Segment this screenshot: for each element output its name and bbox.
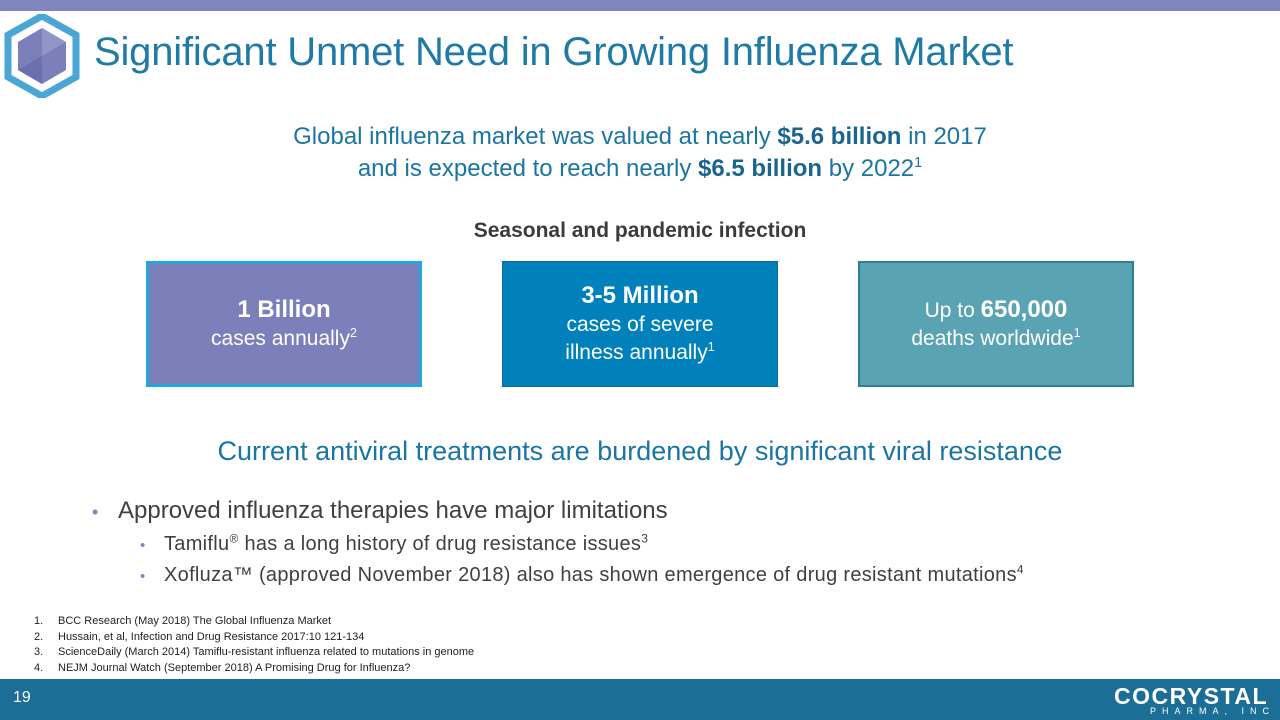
company-logo-subtitle: PHARMA, INC (1150, 706, 1276, 716)
footnote-marker: 3 (641, 531, 649, 546)
bullet-dot-icon: • (140, 537, 146, 554)
market-line-2-text: and is expected to reach nearly (357, 155, 699, 182)
footnote-marker: 1 (914, 155, 923, 171)
resistance-heading: Current antiviral treatments are burdene… (217, 436, 1063, 466)
market-2022-value: $6.5 billion (698, 155, 823, 182)
market-2017-value: $5.6 billion (777, 123, 902, 150)
company-logo: COCRYSTAL (1114, 683, 1269, 709)
sub-bullet-item: • Tamiflu® has a long history of drug re… (140, 531, 1024, 556)
bullet-dot-icon: • (92, 502, 99, 522)
references-list: 1. BCC Research (May 2018) The Global Inf… (34, 614, 474, 676)
stat-prefix: Up to (924, 299, 981, 322)
stat-label-line-2: illness annually1 (565, 339, 714, 367)
reference-text: ScienceDaily (March 2014) Tamiflu-resist… (58, 646, 475, 658)
market-line-2: and is expected to reach nearly $6.5 bil… (0, 153, 1280, 185)
stat-box-cases: 1 Billion cases annually2 (146, 261, 422, 387)
market-summary: Global influenza market was valued at ne… (0, 121, 1280, 185)
footnote-marker: 1 (1073, 326, 1081, 340)
stat-label: deaths worldwide1 (911, 325, 1080, 353)
stat-label: cases annually2 (211, 325, 357, 353)
stat-label-line-1: cases of severe (566, 313, 714, 336)
footnote-marker: 4 (1016, 562, 1024, 577)
reference-item: 1. BCC Research (May 2018) The Global Inf… (34, 614, 474, 630)
stat-box-deaths: Up to 650,000 deaths worldwide1 (858, 261, 1134, 387)
market-line-1-suffix: in 2017 (901, 123, 987, 150)
stat-label-text: cases annually (211, 327, 350, 350)
reference-item: 3. ScienceDaily (March 2014) Tamiflu-resi… (34, 645, 474, 661)
footnote-marker: 2 (349, 326, 357, 340)
reference-text: Hussain, et al, Infection and Drug Resis… (58, 630, 365, 643)
market-line-1: Global influenza market was valued at ne… (0, 121, 1280, 153)
hexagon-logo-icon (4, 14, 80, 98)
sub-bullet-body: Xofluza™ (approved November 2018) also h… (164, 564, 1017, 586)
reference-item: 4. NEJM Journal Watch (September 2018) A … (34, 661, 474, 677)
reference-text: BCC Research (May 2018) The Global Influ… (58, 615, 332, 627)
registered-mark: ® (229, 531, 239, 546)
top-accent-bar (0, 0, 1280, 11)
stat-label-text: deaths worldwide (911, 327, 1074, 350)
footnote-marker: 1 (707, 340, 715, 354)
reference-number: 4. (34, 661, 44, 674)
sub-bullet-text: Xofluza™ (approved November 2018) also h… (164, 562, 1024, 587)
drug-name: Tamiflu (164, 533, 230, 555)
stat-value: 1 Billion (237, 296, 331, 323)
sub-bullet-text: Tamiflu® has a long history of drug resi… (164, 531, 649, 556)
reference-item: 2. Hussain, et al, Infection and Drug Res… (34, 630, 474, 646)
page-number: 19 (13, 689, 31, 706)
stat-box-severe-illness: 3-5 Million cases of severe illness annu… (502, 261, 778, 387)
stat-value: 650,000 (980, 296, 1068, 323)
stat-label-text: illness annually (565, 341, 708, 364)
reference-text: NEJM Journal Watch (September 2018) A Pr… (58, 661, 411, 674)
page-title: Significant Unmet Need in Growing Influe… (94, 30, 1014, 74)
market-line-2-suffix: by 2022 (822, 155, 915, 182)
bullet-dot-icon: • (140, 568, 146, 585)
sub-bullet-body: has a long history of drug resistance is… (238, 533, 642, 555)
stat-value-line: Up to 650,000 (925, 295, 1068, 325)
footer-bar: 19 COCRYSTAL PHARMA, INC (0, 679, 1280, 720)
sub-bullet-item: • Xofluza™ (approved November 2018) also… (140, 562, 1024, 587)
reference-number: 1. (34, 615, 44, 627)
market-line-1-text: Global influenza market was valued at ne… (293, 123, 778, 150)
seasonal-heading: Seasonal and pandemic infection (473, 219, 807, 242)
reference-number: 3. (34, 646, 44, 658)
bullet-text: Approved influenza therapies have major … (118, 497, 668, 524)
bullet-list: • Approved influenza therapies have majo… (92, 497, 1024, 587)
stat-value: 3-5 Million (581, 282, 699, 309)
bullet-item: • Approved influenza therapies have majo… (92, 497, 1024, 525)
reference-number: 2. (34, 630, 44, 643)
